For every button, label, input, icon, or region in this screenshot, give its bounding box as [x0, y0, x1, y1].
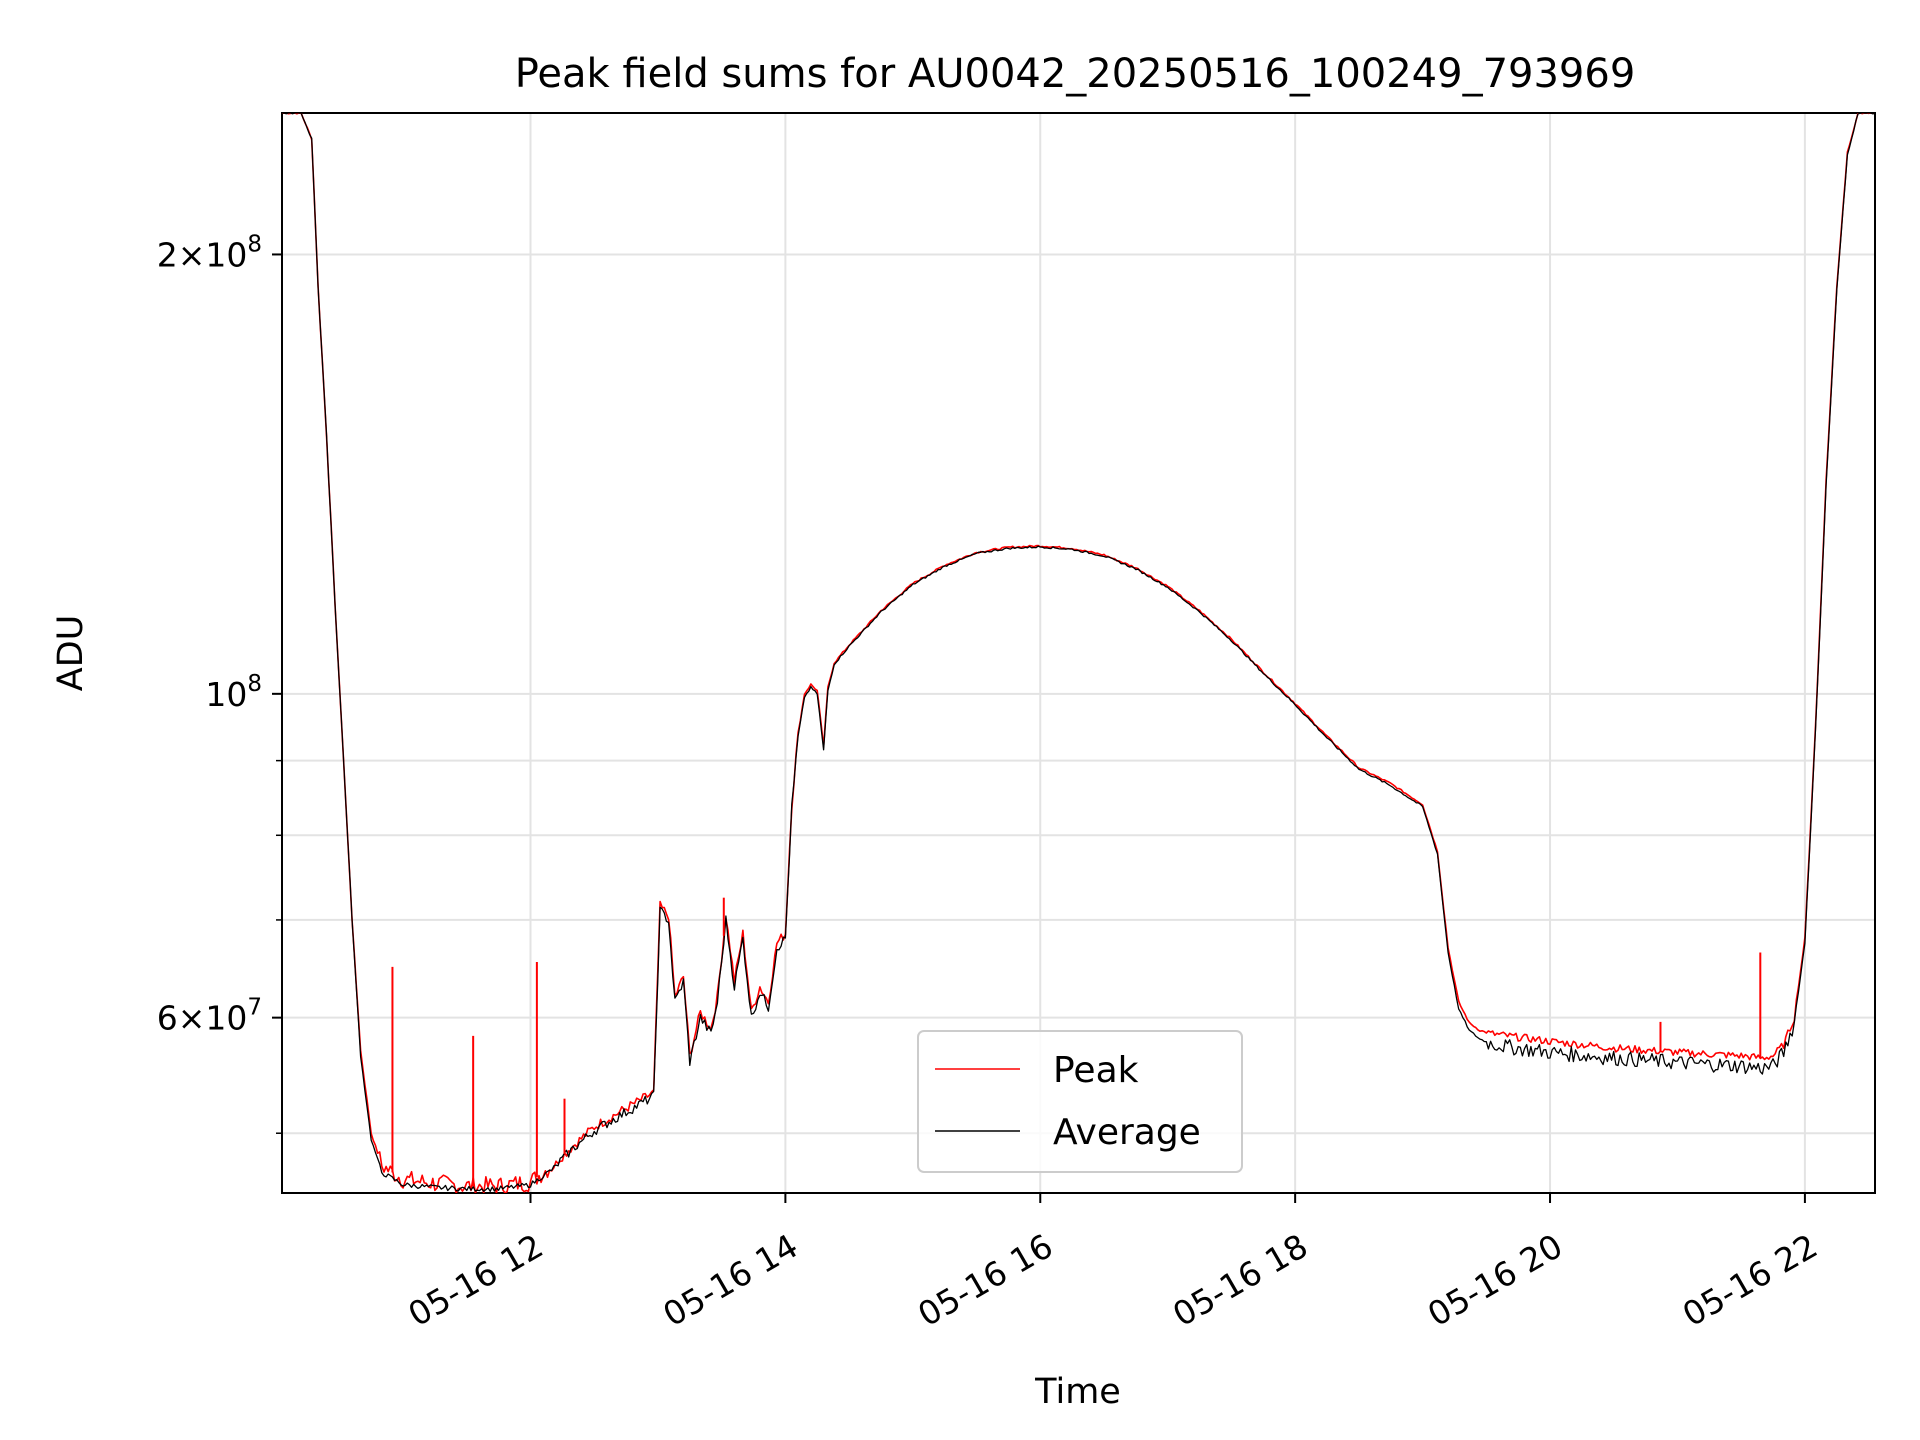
y-tick-label: 2×108 [157, 231, 262, 274]
series-layer [282, 113, 1875, 1193]
plot-area [281, 112, 1876, 1194]
x-axis-label: Time [1034, 1372, 1121, 1412]
legend-label-average: Average [1053, 1112, 1201, 1153]
series-line-average [282, 113, 1875, 1192]
y-tick-label: 6×107 [157, 995, 262, 1038]
chart-title: Peak field sums for AU0042_20250516_1002… [515, 51, 1636, 97]
legend: Peak Average [917, 1030, 1243, 1173]
gridlines [282, 113, 1875, 1193]
y-tick-label: 108 [205, 671, 262, 714]
legend-label-peak: Peak [1053, 1050, 1139, 1091]
y-axis-ticks: 2×108 108 6×107 [157, 231, 282, 1134]
y-axis-label: ADU [51, 615, 91, 692]
legend-box [917, 1030, 1243, 1173]
